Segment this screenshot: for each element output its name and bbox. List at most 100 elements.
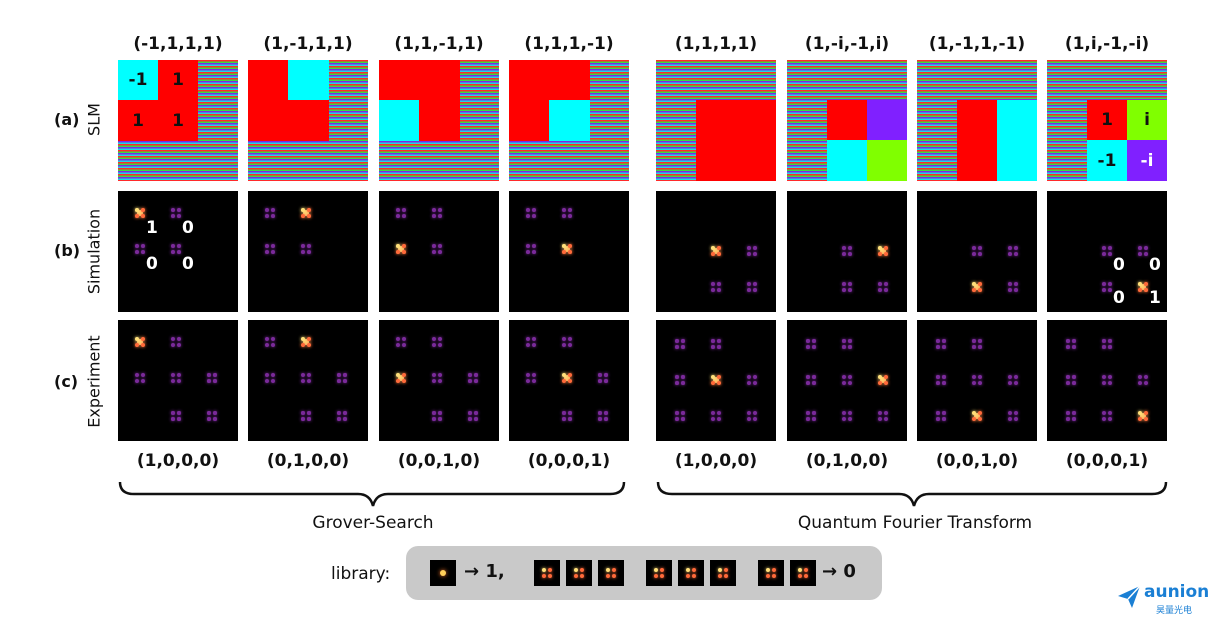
diffraction-spot	[561, 372, 567, 378]
diffraction-spot	[746, 410, 752, 416]
diffraction-spot	[1013, 416, 1019, 422]
diffraction-spot	[1107, 410, 1113, 416]
diffraction-spot	[1008, 246, 1012, 250]
column-title: (1,-1,1,1)	[263, 34, 353, 54]
diffraction-spot	[806, 417, 810, 421]
diffraction-spot	[884, 288, 888, 292]
sim-panel	[248, 191, 368, 312]
diffraction-spot	[395, 372, 401, 378]
diffraction-spot	[753, 282, 757, 286]
diffraction-spot	[137, 339, 143, 345]
diffraction-spot	[207, 417, 211, 421]
diffraction-spot	[468, 417, 472, 421]
sim-label: 0	[1113, 255, 1125, 275]
diffraction-spot	[717, 288, 721, 292]
diffraction-spot	[140, 378, 146, 384]
slm-block: 1	[118, 100, 158, 141]
diffraction-spot	[300, 378, 306, 384]
diffraction-spot	[1137, 380, 1143, 386]
diffraction-spot	[271, 214, 275, 218]
diffraction-spot	[681, 417, 685, 421]
diffraction-spot	[1143, 374, 1149, 380]
diffraction-spot	[135, 214, 139, 218]
diffraction-spot	[134, 342, 140, 348]
diffraction-spot	[723, 573, 729, 579]
diffraction-spot	[685, 567, 691, 573]
diffraction-spot	[207, 373, 211, 377]
diffraction-spot	[977, 416, 983, 422]
library-tile	[790, 560, 816, 586]
diffraction-spot	[562, 417, 566, 421]
library-tile	[678, 560, 704, 586]
diffraction-spot	[176, 378, 182, 384]
diffraction-spot	[171, 250, 175, 254]
slm-panel	[787, 60, 907, 181]
diffraction-spot	[1101, 410, 1107, 416]
diffraction-spot	[532, 250, 536, 254]
diffraction-spot	[971, 374, 977, 380]
diffraction-spot	[884, 252, 888, 256]
diffraction-spot	[213, 411, 217, 415]
diffraction-spot	[1137, 374, 1143, 380]
diffraction-spot	[1140, 413, 1146, 419]
slm-block	[997, 100, 1037, 181]
diffraction-spot	[1013, 380, 1019, 386]
diffraction-spot	[264, 378, 270, 384]
library-tile	[598, 560, 624, 586]
diffraction-spot	[271, 244, 275, 248]
diffraction-spot	[176, 342, 182, 348]
diffraction-spot	[265, 208, 269, 212]
diffraction-spot	[300, 342, 306, 348]
diffraction-spot	[270, 378, 276, 384]
diffraction-spot	[526, 244, 530, 248]
exp-panel	[1047, 320, 1167, 441]
diffraction-spot	[711, 252, 715, 256]
diffraction-spot	[343, 417, 347, 421]
diffraction-spot	[573, 573, 579, 579]
diffraction-spot	[531, 336, 537, 342]
library-one-arrow: → 1,	[464, 561, 505, 582]
diffraction-spot	[974, 413, 980, 419]
diffraction-spot	[675, 411, 679, 415]
diffraction-spot	[717, 252, 721, 256]
column-bottom: (0,0,0,1)	[527, 451, 611, 471]
library-tile	[566, 560, 592, 586]
slm-block: -1	[1087, 140, 1127, 181]
diffraction-spot	[265, 214, 269, 218]
column-bottom: (0,0,1,0)	[397, 451, 481, 471]
diffraction-spot	[848, 246, 852, 250]
exp-panel	[509, 320, 629, 441]
library-zero-arrow: → 0	[822, 561, 856, 582]
diffraction-spot	[343, 379, 347, 383]
diffraction-spot	[525, 372, 531, 378]
diffraction-spot	[1144, 282, 1148, 286]
diffraction-spot	[265, 244, 269, 248]
diffraction-spot	[806, 345, 810, 349]
diffraction-spot	[1107, 374, 1113, 380]
diffraction-spot	[685, 573, 691, 579]
diffraction-spot	[978, 252, 982, 256]
slm-panel	[379, 60, 499, 181]
diffraction-spot	[1066, 345, 1070, 349]
diffraction-spot	[474, 411, 478, 415]
diffraction-spot	[841, 410, 847, 416]
diffraction-spot	[978, 339, 982, 343]
diffraction-spot	[972, 339, 976, 343]
diffraction-spot	[604, 379, 608, 383]
diffraction-spot	[1007, 374, 1013, 380]
diffraction-spot	[1013, 410, 1019, 416]
diffraction-spot	[747, 288, 751, 292]
diffraction-spot	[717, 573, 723, 579]
column-bottom: (0,0,0,1)	[1065, 451, 1149, 471]
diffraction-spot	[562, 208, 566, 212]
diffraction-spot	[135, 244, 139, 248]
diffraction-spot	[716, 410, 722, 416]
diffraction-spot	[752, 374, 758, 380]
diffraction-spot	[568, 411, 572, 415]
diffraction-spot	[177, 208, 181, 212]
column-title: (1,-1,1,-1)	[928, 34, 1026, 54]
diffraction-spot	[396, 250, 400, 254]
diffraction-spot	[398, 375, 404, 381]
diffraction-spot	[675, 381, 679, 385]
diffraction-spot	[1137, 416, 1143, 422]
